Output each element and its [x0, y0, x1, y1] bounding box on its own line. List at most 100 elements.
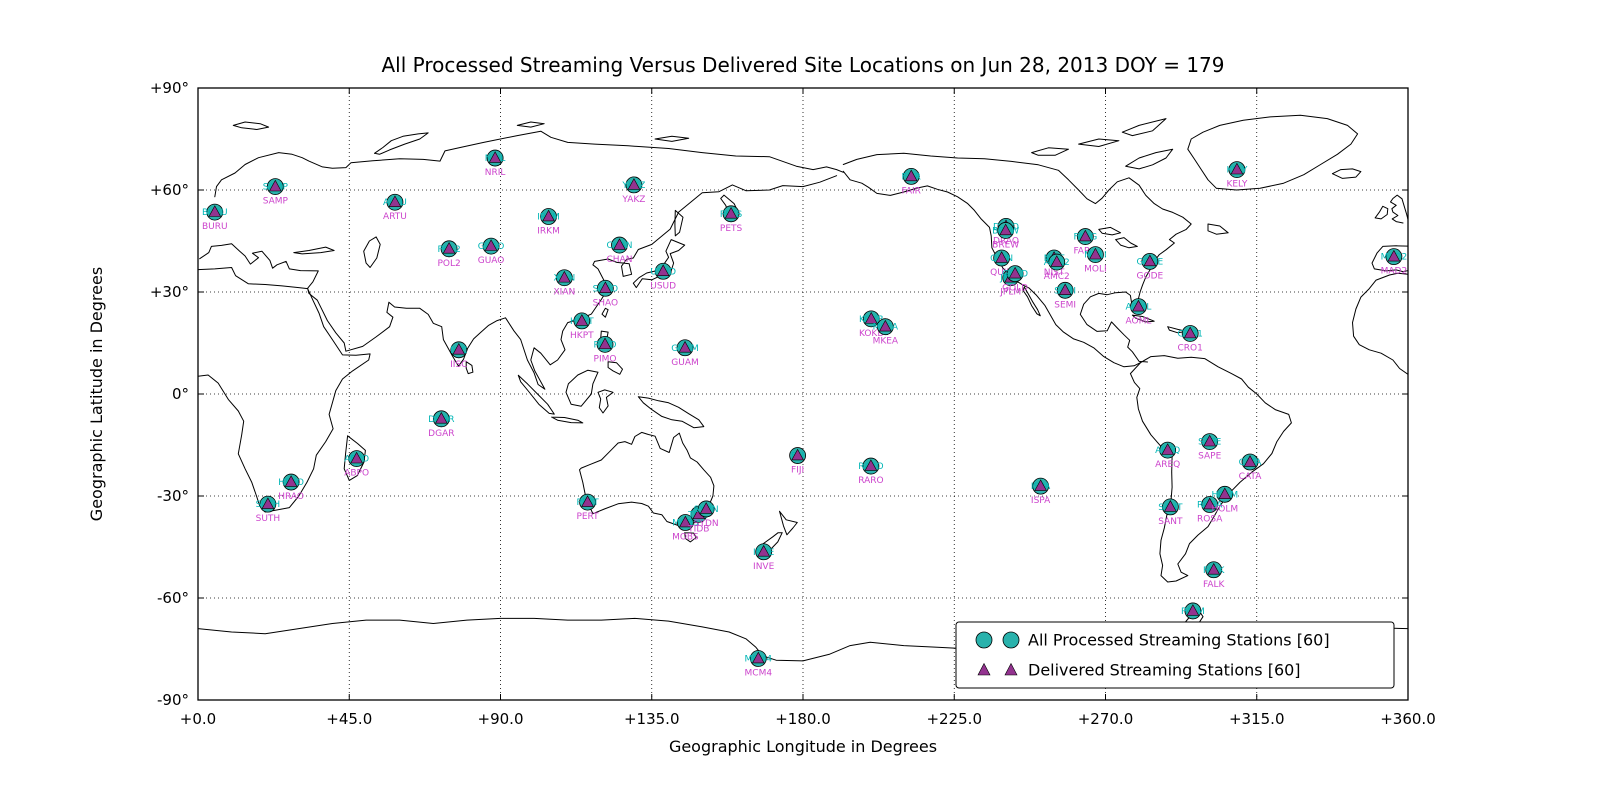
station-USUD: USUDUSUD: [650, 262, 676, 291]
delivered-station-marker: [1203, 497, 1217, 510]
station-SEMI: SEMISEMI: [1054, 281, 1076, 310]
delivered-station-label: PERT: [576, 512, 599, 522]
delivered-station-marker: [757, 544, 770, 557]
coastline-path: [343, 435, 366, 481]
delivered-station-label: HKPT: [570, 331, 594, 341]
station-SHAO: SHAOSHAO: [593, 279, 619, 308]
station-XIAN: XIANXIAN: [554, 269, 576, 298]
coastline-path: [597, 389, 614, 414]
y-axis-label: Geographic Latitude in Degrees: [87, 267, 106, 521]
delivered-station-marker: [558, 270, 571, 283]
delivered-station-label: DRAO: [993, 236, 1019, 246]
delivered-station-marker: [1132, 299, 1145, 312]
station-SAPE: SAPESAPE: [1198, 433, 1222, 462]
station-FALK: FALKFALK: [1203, 561, 1226, 590]
delivered-station-label: CHAN: [607, 255, 633, 265]
station-IISC: IISCIISC: [450, 341, 467, 370]
coastline-path: [637, 396, 705, 429]
delivered-station-label: MOBS: [672, 533, 699, 543]
station-FARG: FARGFARG: [1073, 228, 1097, 257]
station-AMC2: AMC2AMC2: [1044, 253, 1070, 282]
coastline-path: [1031, 147, 1069, 156]
delivered-station-marker: [1089, 247, 1102, 260]
station-SUTH: SUTHSUTH: [256, 495, 281, 524]
station-GUAM: GUAMGUAM: [671, 339, 699, 368]
coastline-path: [1187, 114, 1359, 191]
legend-row-triangle: Delivered Streaming Stations [60]: [977, 661, 1301, 680]
coastline-path: [1022, 286, 1041, 317]
y-tick-label: +30°: [150, 283, 189, 301]
coastline-path: [607, 361, 623, 375]
delivered-station-label: IRKM: [537, 227, 560, 237]
x-tick-label: +360.0: [1380, 710, 1436, 728]
delivered-station-marker: [995, 251, 1008, 263]
y-tick-label: 0°: [172, 385, 189, 403]
delivered-station-marker: [261, 497, 275, 509]
station-SANT: SANTSANT: [1158, 498, 1183, 527]
station-FIJI: FIJIFIJI: [789, 447, 807, 476]
coastline-path: [198, 267, 371, 513]
station-ISPA: ISPAISPA: [1031, 477, 1051, 506]
delivered-station-label: GOLD: [1002, 284, 1028, 294]
station-CHAN: CHANCHAN: [607, 236, 633, 265]
delivered-station-label: USUD: [650, 281, 676, 291]
delivered-station-marker: [724, 206, 738, 219]
station-INVE: INVEINVE: [753, 543, 775, 572]
delivered-station-label: FALK: [1203, 580, 1226, 590]
coastline-path: [1098, 226, 1122, 236]
delivered-station-marker: [656, 264, 670, 276]
delivered-station-marker: [791, 448, 804, 461]
station-MOBS: MOBSMOBS: [672, 514, 699, 543]
station-POL2: POL2POL2: [437, 240, 461, 269]
delivered-station-marker: [599, 281, 612, 293]
y-tick-label: -30°: [157, 487, 189, 505]
delivered-station-marker: [1161, 443, 1174, 455]
delivered-station-label: KELY: [1226, 180, 1247, 190]
station-MKEA: MKEAMKEA: [873, 318, 899, 347]
station-SYDN: SYDNSYDN: [694, 500, 719, 529]
station-DGAR: DGARDGAR: [428, 410, 455, 439]
chart-title: All Processed Streaming Versus Delivered…: [382, 53, 1225, 77]
legend-label: Delivered Streaming Stations [60]: [1028, 661, 1301, 680]
delivered-station-marker: [1008, 266, 1022, 279]
y-tick-label: -60°: [157, 589, 189, 607]
x-tick-label: +315.0: [1229, 710, 1285, 728]
coastline-path: [517, 374, 555, 415]
legend-circle-marker-icon: [975, 631, 993, 649]
coastline-path: [199, 175, 838, 390]
delivered-station-label: JPLM: [999, 288, 1021, 298]
delivered-station-marker: [678, 340, 692, 353]
legend-triangle-marker-icon: [1004, 662, 1018, 676]
coastline-path: [363, 236, 381, 268]
delivered-station-label: PETS: [720, 224, 743, 234]
delivered-station-label: XIAN: [554, 288, 576, 298]
coastline-path: [293, 246, 335, 255]
delivered-station-label: AREQ: [1155, 460, 1180, 470]
delivered-station-label: SANT: [1158, 517, 1183, 527]
station-GODE: GODEGODE: [1137, 252, 1164, 281]
delivered-station-marker: [1243, 455, 1257, 467]
station-KELY: KELYKELY: [1226, 161, 1248, 190]
coastline-path: [374, 132, 429, 155]
delivered-station-marker: [1079, 229, 1092, 242]
delivered-station-label: SUTH: [256, 514, 281, 524]
coastline-path: [601, 307, 609, 318]
delivered-station-marker: [1203, 434, 1217, 447]
x-axis-label: Geographic Longitude in Degrees: [669, 737, 937, 756]
delivered-station-label: CATA: [1239, 472, 1263, 482]
delivered-station-label: DGAR: [428, 429, 454, 439]
y-tick-label: +90°: [150, 79, 189, 97]
station-QUIN: QUINQUIN: [990, 249, 1013, 278]
delivered-station-label: ROSA: [1197, 515, 1223, 525]
y-tick-label: -90°: [157, 691, 189, 709]
station-AOML: AOMLAOML: [1126, 298, 1151, 327]
delivered-station-label: MOLI: [1084, 265, 1107, 275]
coastline-path: [1352, 272, 1408, 375]
y-tick-label: +60°: [150, 181, 189, 199]
axis-ticks: +0.0 +45.0 +90.0 +135.0 +180.0 +225.0 +270.0 +3…: [150, 79, 1436, 728]
delivered-station-label: SHAO: [593, 298, 619, 308]
delivered-station-marker: [904, 169, 918, 182]
station-YAKZ: YAKZYAKZ: [621, 176, 645, 205]
x-tick-label: +90.0: [478, 710, 524, 728]
